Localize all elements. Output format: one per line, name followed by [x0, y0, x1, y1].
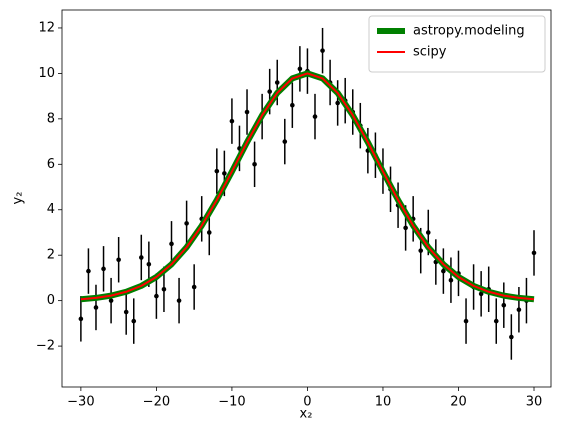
y-tick-label: 8	[47, 111, 55, 126]
data-point	[169, 241, 174, 247]
legend-box	[368, 15, 546, 73]
data-point	[312, 114, 318, 119]
y-tick-label: 10	[38, 66, 55, 81]
data-point	[267, 89, 272, 94]
data-point	[509, 334, 514, 340]
x-tick-label: 10	[375, 395, 392, 410]
legend-label: astropy.modeling	[413, 24, 525, 39]
data-point	[86, 268, 91, 274]
x-tick-label: −20	[143, 395, 170, 410]
data-point	[206, 230, 212, 235]
y-tick-label: 2	[47, 248, 55, 263]
data-point	[222, 171, 227, 176]
y-tick-label: 12	[38, 20, 55, 35]
data-point	[493, 318, 499, 324]
legend: astropy.modeling scipy	[368, 15, 546, 73]
data-point	[297, 66, 303, 72]
data-point	[214, 168, 220, 174]
y-tick-label: 4	[47, 202, 55, 217]
data-point	[108, 298, 114, 303]
y-axis-label: y₂	[11, 192, 26, 205]
data-point	[403, 225, 408, 231]
x-tick-label: −10	[218, 395, 245, 410]
data-point	[320, 48, 325, 53]
data-point	[123, 309, 129, 315]
data-point	[531, 250, 537, 256]
data-point	[463, 318, 469, 324]
data-point	[138, 255, 144, 260]
x-tick-label: 30	[526, 395, 543, 410]
data-point	[282, 139, 288, 144]
plot-frame	[61, 9, 552, 388]
y-tick-label: 6	[47, 157, 55, 172]
data-point	[184, 221, 189, 226]
data-point	[441, 268, 446, 274]
data-point	[516, 307, 522, 313]
x-axis-label: x₂	[300, 407, 313, 422]
data-point	[93, 305, 99, 310]
y-tick-label: 0	[47, 293, 55, 308]
data-point	[501, 302, 507, 308]
data-point	[176, 298, 182, 303]
data-point	[191, 284, 197, 290]
data-point	[161, 286, 167, 292]
x-tick-label: −30	[67, 395, 94, 410]
x-tick-label: 20	[450, 395, 467, 410]
data-point	[131, 318, 137, 324]
data-point	[274, 80, 280, 85]
data-point	[290, 102, 295, 108]
data-point	[418, 248, 424, 253]
data-point	[252, 161, 257, 167]
data-point	[101, 266, 106, 272]
x-tick-label: 0	[303, 395, 311, 410]
data-point	[335, 100, 340, 106]
y-tick-label: −2	[36, 339, 55, 354]
data-point	[425, 230, 431, 235]
fit-line	[80, 72, 535, 301]
data-point	[229, 118, 235, 124]
data-point	[448, 277, 454, 283]
data-point	[116, 257, 121, 263]
data-point	[244, 109, 250, 115]
legend-label: scipy	[413, 45, 447, 60]
data-point	[154, 293, 159, 299]
data-point	[146, 261, 152, 267]
data-point	[78, 316, 84, 322]
data-point	[478, 291, 484, 297]
